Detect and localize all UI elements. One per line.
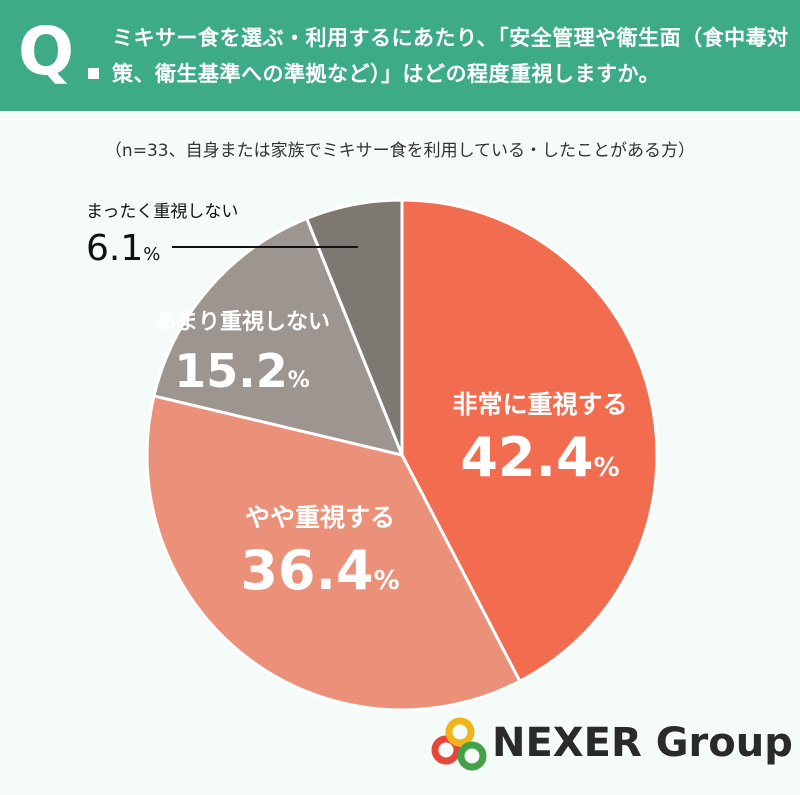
slice-name: あまり重視しない [153,310,330,335]
q-dot [88,68,99,79]
slice-value-unit: % [593,453,620,483]
slice-label-very-important: 非常に重視する 42.4% [430,392,650,485]
slice-label-not-very-important: あまり重視しない 15.2% [132,310,352,395]
pie-slice-somewhat-important [145,394,522,712]
nexer-logo: NEXER Group [430,712,793,778]
slice-value-unit: % [143,244,161,265]
slice-value-unit: % [373,566,400,596]
slice-value: 15.2% [132,348,352,394]
slice-name: まったく重視しない [86,202,239,222]
sample-note: （n=33、自身または家族でミキサー食を利用している・したことがある方） [104,141,696,161]
slice-value: 42.4% [430,431,650,485]
slice-value: 6.1% [86,231,238,267]
slice-value-number: 36.4 [240,539,374,602]
logo-rings-icon [431,717,487,771]
slice-value-number: 6.1 [86,228,144,269]
pie-slice-very-important [400,198,659,684]
slice-value-unit: % [287,368,310,393]
logo-ring-red [431,735,461,765]
slice-label-not-important-at-all: まったく重視しない 6.1% [86,204,238,267]
slice-name: 非常に重視する [452,390,628,419]
slice-value-number: 42.4 [460,426,594,489]
slice-value: 36.4% [210,544,430,598]
pie-slice-not-very-important [152,216,405,458]
q-mark: Q [18,13,75,90]
logo-ring-yellow [445,717,475,747]
pie-slice-not-important-at-all [304,198,404,456]
slice-name: やや重視する [244,503,395,532]
logo-text: NEXER Group [492,720,793,766]
slice-value-number: 15.2 [174,344,288,398]
question-header: Q ミキサー食を選ぶ・利用するにあたり、「安全管理や衛生面（食中毒対策、衛生基準… [0,0,800,111]
slice-label-somewhat-important: やや重視する 36.4% [210,505,430,598]
question-text: ミキサー食を選ぶ・利用するにあたり、「安全管理や衛生面（食中毒対策、衛生基準への… [112,26,789,86]
logo-ring-green [457,741,487,771]
